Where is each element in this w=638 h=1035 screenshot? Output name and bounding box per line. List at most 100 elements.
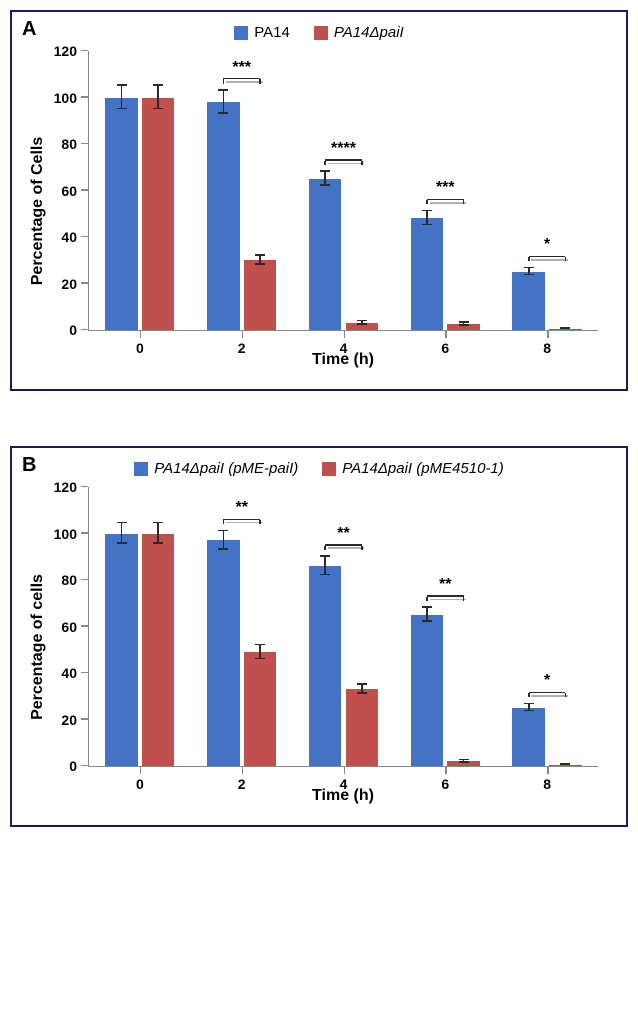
panel-a-chart: 02040608010012002468*********** Percenta… [88, 51, 598, 371]
error-cap [357, 323, 367, 325]
legend-swatch [314, 26, 328, 40]
error-cap [153, 108, 163, 110]
significance-line [223, 78, 260, 80]
panel-a: A PA14PA14ΔpaiI 02040608010012002468****… [10, 10, 628, 391]
significance-drop [223, 520, 225, 524]
error-cap [459, 321, 469, 323]
significance-drop [426, 200, 428, 204]
bar [142, 534, 175, 767]
error-cap [255, 254, 265, 256]
significance-drop [361, 161, 363, 165]
legend-swatch [322, 462, 336, 476]
bar [411, 218, 444, 330]
significance-label: ** [439, 576, 451, 594]
error-cap [255, 263, 265, 265]
significance-shadow [328, 547, 365, 549]
error-cap [422, 224, 432, 226]
significance-label: ** [235, 499, 247, 517]
significance-drop [528, 693, 530, 697]
significance-line [223, 519, 260, 521]
significance-shadow [226, 522, 263, 524]
error-cap [117, 542, 127, 544]
legend-text: PA14ΔpaiI (pME-paiI) [154, 460, 298, 477]
significance-drop [463, 200, 465, 204]
y-tick-label: 0 [69, 758, 89, 774]
legend-text: PA14 [254, 24, 290, 41]
error-cap [218, 89, 228, 91]
y-tick-label: 120 [54, 479, 89, 495]
significance-line [427, 595, 464, 597]
panel-b: B PA14ΔpaiI (pME-paiI) PA14ΔpaiI (pME4510… [10, 446, 628, 827]
significance-label: ** [337, 525, 349, 543]
error-cap [422, 606, 432, 608]
y-tick-label: 40 [61, 229, 89, 245]
y-tick-label: 20 [61, 276, 89, 292]
significance-line [529, 256, 566, 258]
error-cap [459, 324, 469, 326]
y-tick-label: 60 [61, 183, 89, 199]
y-tick-label: 120 [54, 43, 89, 59]
significance-shadow [430, 202, 467, 204]
significance-line [325, 544, 362, 546]
error-cap [320, 555, 330, 557]
x-tick-label: 2 [238, 330, 246, 356]
significance-drop [259, 520, 261, 524]
significance-drop [259, 79, 261, 83]
error-bar [121, 86, 123, 109]
significance-drop [426, 597, 428, 601]
error-cap [153, 84, 163, 86]
y-tick-label: 0 [69, 322, 89, 338]
panel-b-label: B [22, 454, 36, 477]
significance-shadow [531, 695, 568, 697]
significance-shadow [531, 259, 568, 261]
significance-drop [223, 79, 225, 83]
y-tick-label: 80 [61, 572, 89, 588]
x-tick-label: 6 [441, 330, 449, 356]
bar [411, 615, 444, 766]
panel-a-xtitle: Time (h) [312, 351, 374, 369]
x-tick-label: 8 [543, 330, 551, 356]
legend-item: PA14ΔpaiI (pME4510-1) [322, 460, 504, 477]
significance-label: *** [232, 59, 251, 77]
error-bar [121, 523, 123, 544]
significance-drop [528, 257, 530, 261]
bar [244, 652, 277, 766]
significance-drop [463, 597, 465, 601]
bar [142, 98, 175, 331]
error-cap [524, 703, 534, 705]
significance-drop [565, 257, 567, 261]
legend-swatch [234, 26, 248, 40]
panel-b-xtitle: Time (h) [312, 787, 374, 805]
error-bar [223, 91, 225, 114]
legend-swatch [134, 462, 148, 476]
error-cap [218, 112, 228, 114]
panel-b-ytitle: Percentage of cells [29, 574, 47, 720]
error-cap [422, 210, 432, 212]
panel-b-chart: 02040608010012002468******* Percentage o… [88, 487, 598, 807]
error-cap [357, 320, 367, 322]
y-tick-label: 40 [61, 665, 89, 681]
legend-item: PA14ΔpaiI [314, 24, 404, 41]
significance-label: * [544, 236, 550, 254]
error-cap [320, 184, 330, 186]
x-tick-label: 6 [441, 766, 449, 792]
error-cap [218, 530, 228, 532]
significance-shadow [430, 599, 467, 601]
significance-line [325, 159, 362, 161]
error-cap [153, 522, 163, 524]
legend-item: PA14 [234, 24, 290, 41]
error-cap [524, 710, 534, 712]
error-cap [560, 764, 570, 766]
error-cap [117, 108, 127, 110]
significance-drop [324, 546, 326, 550]
error-cap [117, 522, 127, 524]
significance-drop [361, 546, 363, 550]
significance-drop [324, 161, 326, 165]
error-cap [320, 170, 330, 172]
significance-drop [565, 693, 567, 697]
significance-label: * [544, 672, 550, 690]
error-cap [560, 328, 570, 330]
significance-shadow [226, 81, 263, 83]
error-bar [324, 557, 326, 576]
error-cap [459, 761, 469, 763]
